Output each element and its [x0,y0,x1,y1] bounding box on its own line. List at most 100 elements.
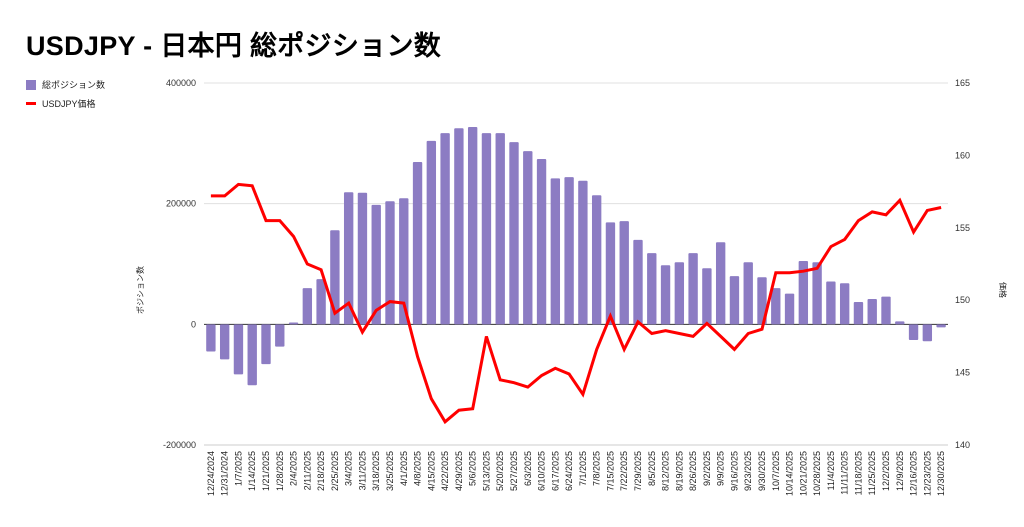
bar [771,288,781,325]
bar [867,298,877,325]
x-tick-label: 5/27/2025 [509,451,519,491]
bar [495,133,505,325]
x-tick-label: 6/10/2025 [537,451,547,491]
x-tick-label: 2/25/2025 [330,451,340,491]
x-tick-label: 7/22/2025 [619,451,629,491]
bar [784,293,795,325]
bar [385,201,395,325]
bar [591,195,602,325]
y2-tick-label: 165 [955,78,970,88]
bar [247,324,257,386]
x-tick-label: 8/5/2025 [647,451,657,486]
x-tick-label: 12/24/2024 [206,451,216,496]
x-tick-label: 3/25/2025 [385,451,395,491]
legend-item-price: USDJPY価格 [26,97,96,110]
bar [936,324,946,328]
bar [660,265,671,325]
y2-tick-label: 155 [955,223,970,233]
bar [481,133,492,325]
x-tick-label: 4/1/2025 [399,451,409,486]
bar [729,276,740,325]
price-line [210,182,942,425]
bar [357,192,368,325]
bar [688,253,698,325]
x-tick-label: 2/18/2025 [316,451,326,491]
x-tick-label: 3/18/2025 [371,451,381,491]
bar [550,178,561,325]
y2-axis-title: 価格 [998,282,1008,298]
x-tick-label: 12/23/2025 [922,451,932,496]
bar [343,192,354,325]
x-tick-label: 4/8/2025 [413,451,423,486]
x-tick-label: 8/26/2025 [688,451,698,491]
x-tick-label: 1/28/2025 [275,451,285,491]
bar [853,302,864,325]
y-tick-label: 400000 [166,78,196,88]
bar [578,180,588,325]
bar [440,133,450,325]
bar [454,128,464,325]
bar [302,288,313,325]
y2-tick-label: 140 [955,440,970,450]
x-tick-label: 3/4/2025 [344,451,354,486]
legend-swatch-bar [26,79,36,90]
bar [564,177,574,325]
x-tick-label: 10/14/2025 [785,451,795,496]
bar [798,260,809,325]
bar [536,159,547,325]
bar [426,140,437,325]
bar [757,277,767,325]
bar [812,262,822,325]
x-tick-label: 7/1/2025 [578,451,588,486]
x-tick-label: 4/15/2025 [426,451,436,491]
bar [826,281,836,325]
x-tick-label: 9/30/2025 [757,451,767,491]
x-tick-label: 9/9/2025 [716,451,726,486]
x-tick-label: 6/17/2025 [550,451,560,491]
y-tick-label: 0 [191,319,196,329]
x-tick-label: 5/20/2025 [495,451,505,491]
x-tick-label: 4/22/2025 [440,451,450,491]
x-tick-label: 7/8/2025 [592,451,602,486]
bar [881,296,891,325]
x-tick-label: 6/3/2025 [523,451,533,486]
x-tick-label: 1/21/2025 [261,451,271,491]
x-tick-label: 9/23/2025 [743,451,753,491]
bar [371,204,381,325]
x-tick-label: 9/2/2025 [702,451,712,486]
x-tick-label: 12/2/2025 [881,451,891,491]
x-tick-label: 11/25/2025 [867,451,877,495]
chart-title: USDJPY - 日本円 総ポジション数 [26,31,442,61]
x-tick-label: 12/9/2025 [895,451,905,491]
x-tick-label: 3/11/2025 [357,451,367,490]
bar [605,222,616,325]
legend-label: 総ポジション数 [42,80,106,90]
x-tick-label: 8/12/2025 [661,451,671,491]
bar [316,279,326,325]
bar [288,322,299,325]
x-tick-label: 5/13/2025 [481,451,491,491]
bar [206,324,216,352]
bar [275,324,285,347]
x-tick-label: 2/11/2025 [302,451,312,490]
legend-label: USDJPY価格 [42,99,96,109]
x-tick-label: 6/24/2025 [564,451,574,491]
x-tick-label: 1/7/2025 [233,451,243,486]
y2-tick-label: 145 [955,368,970,378]
bar [619,221,629,325]
x-tick-label: 12/16/2025 [909,451,919,496]
legend-item-positions: 総ポジション数 [26,78,105,91]
bar [412,162,423,325]
y-axis-title: ポジション数 [135,266,145,314]
x-tick-label: 11/11/2025 [840,451,850,495]
y-tick-label: 200000 [166,199,196,209]
x-tick-label: 11/4/2025 [826,451,836,490]
bar [922,324,933,342]
y-tick-label: -200000 [163,440,196,450]
x-tick-label: 8/19/2025 [674,451,684,491]
x-tick-label: 11/18/2025 [853,451,863,495]
bar [399,198,409,325]
x-tick-label: 7/15/2025 [605,451,615,491]
bar [467,127,478,325]
